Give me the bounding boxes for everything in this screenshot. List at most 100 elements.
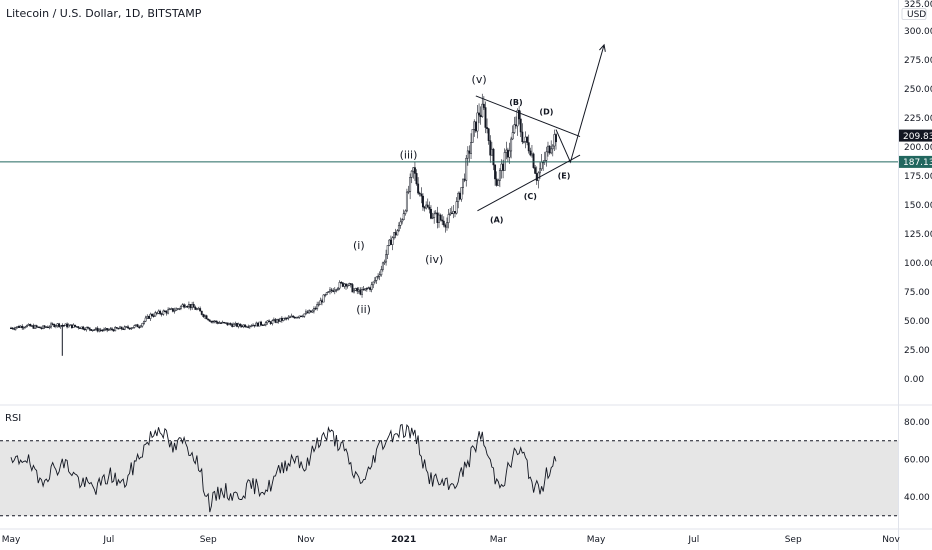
candle-body xyxy=(167,309,170,314)
candle-body xyxy=(418,192,421,195)
candle-body xyxy=(256,322,259,327)
candle-body xyxy=(324,294,327,296)
rsi-series xyxy=(0,423,898,517)
candle-body xyxy=(213,320,216,323)
candle-body xyxy=(407,191,410,193)
candle-body xyxy=(261,324,264,326)
candle-body xyxy=(505,149,508,153)
candle-body xyxy=(531,153,533,156)
time-axis-tick-label: Nov xyxy=(882,535,900,545)
time-axis-tick-label: 2021 xyxy=(391,535,416,545)
candle-body xyxy=(22,327,25,329)
candle-body xyxy=(337,287,339,290)
candle-body xyxy=(396,230,399,236)
candle-body xyxy=(77,326,80,329)
triangle-lower-trendline[interactable] xyxy=(477,154,581,212)
candle-body xyxy=(353,290,355,293)
candle-body xyxy=(258,321,261,327)
candle-body xyxy=(415,173,418,185)
candle-body xyxy=(21,325,24,329)
candle-body xyxy=(444,224,447,228)
rsi-axis-tick-label: 60.00 xyxy=(904,456,930,466)
candle-body xyxy=(236,323,238,327)
candle-body xyxy=(175,308,178,311)
candle-body xyxy=(460,187,463,200)
candle-body xyxy=(34,325,36,329)
candle-body xyxy=(333,289,336,292)
candle-body xyxy=(510,138,513,152)
wave-label[interactable]: (C) xyxy=(524,192,537,201)
candle-body xyxy=(482,103,485,108)
candle-body xyxy=(264,322,267,326)
wave-label[interactable]: (B) xyxy=(509,98,522,107)
candle-body xyxy=(304,311,307,315)
candle-body xyxy=(335,289,338,291)
wave-label[interactable]: (v) xyxy=(472,73,487,86)
candle-body xyxy=(378,274,381,277)
candle-body xyxy=(143,320,145,324)
candle-body xyxy=(405,191,408,212)
projection-arrowhead[interactable] xyxy=(599,43,606,52)
candle-body xyxy=(356,288,359,292)
candle-body xyxy=(255,322,258,327)
level-price-badge-label[interactable]: 187.13 xyxy=(903,158,932,168)
candle-body xyxy=(104,328,107,330)
currency-unit-label[interactable]: USD xyxy=(907,10,926,20)
candle-body xyxy=(260,321,263,326)
candle-body xyxy=(349,283,352,285)
candle-body xyxy=(300,315,303,317)
candle-body xyxy=(24,326,27,328)
candle-body xyxy=(191,304,194,309)
candle-body xyxy=(468,150,471,154)
candle-body xyxy=(37,326,40,328)
last-price-badge-label[interactable]: 209.83 xyxy=(903,132,932,142)
candle-body xyxy=(274,319,277,323)
candle-body xyxy=(199,308,202,312)
candle-body xyxy=(314,308,317,310)
candle-body xyxy=(120,326,123,330)
candle-body xyxy=(524,136,527,142)
candle-body xyxy=(95,327,97,330)
wave-label[interactable]: (A) xyxy=(490,215,504,224)
candle-body xyxy=(54,325,57,327)
level-price-badge[interactable] xyxy=(899,155,932,168)
elliott-wave-drawings[interactable]: (i) (ii) (iii) (iv) (v) (A) (B) (C) (D) (E) xyxy=(0,43,898,316)
candle-body xyxy=(138,326,141,329)
candle-body xyxy=(521,131,524,143)
candle-body xyxy=(535,173,538,181)
symbol-title[interactable]: Litecoin / U.S. Dollar, 1D, BITSTAMP xyxy=(6,7,202,20)
rsi-axis-tick-label: 80.00 xyxy=(904,418,930,428)
wave-label[interactable]: (iv) xyxy=(425,253,443,266)
candle-body xyxy=(433,213,436,218)
wave-label[interactable]: (iii) xyxy=(400,149,418,162)
candle-body xyxy=(162,310,165,315)
candle-body xyxy=(221,321,224,324)
candle-body xyxy=(151,313,154,317)
rsi-panel-label[interactable]: RSI xyxy=(5,413,22,424)
candle-body xyxy=(397,225,400,231)
triangle-upper-trendline[interactable] xyxy=(475,95,581,138)
projection-path[interactable] xyxy=(555,44,605,164)
candle-body xyxy=(171,308,174,312)
last-price-badge[interactable] xyxy=(899,129,932,142)
candle-body xyxy=(296,316,299,319)
candle-body xyxy=(428,206,431,210)
candle-body xyxy=(131,327,134,329)
price-series xyxy=(10,93,557,356)
time-axis-tick-label: Sep xyxy=(785,535,802,545)
price-axis-tick-label: 275.00 xyxy=(904,56,932,66)
wave-label[interactable]: (i) xyxy=(353,239,365,252)
candle-body xyxy=(316,304,319,309)
wave-label[interactable]: (D) xyxy=(539,108,553,117)
candle-body xyxy=(75,326,78,328)
wave-label[interactable]: (E) xyxy=(558,171,571,180)
candle-body xyxy=(181,304,184,307)
wave-label[interactable]: (ii) xyxy=(356,303,371,316)
candle-body xyxy=(245,326,248,328)
currency-unit-box[interactable] xyxy=(901,8,927,20)
candle-body xyxy=(197,308,200,310)
candle-body xyxy=(343,283,346,287)
